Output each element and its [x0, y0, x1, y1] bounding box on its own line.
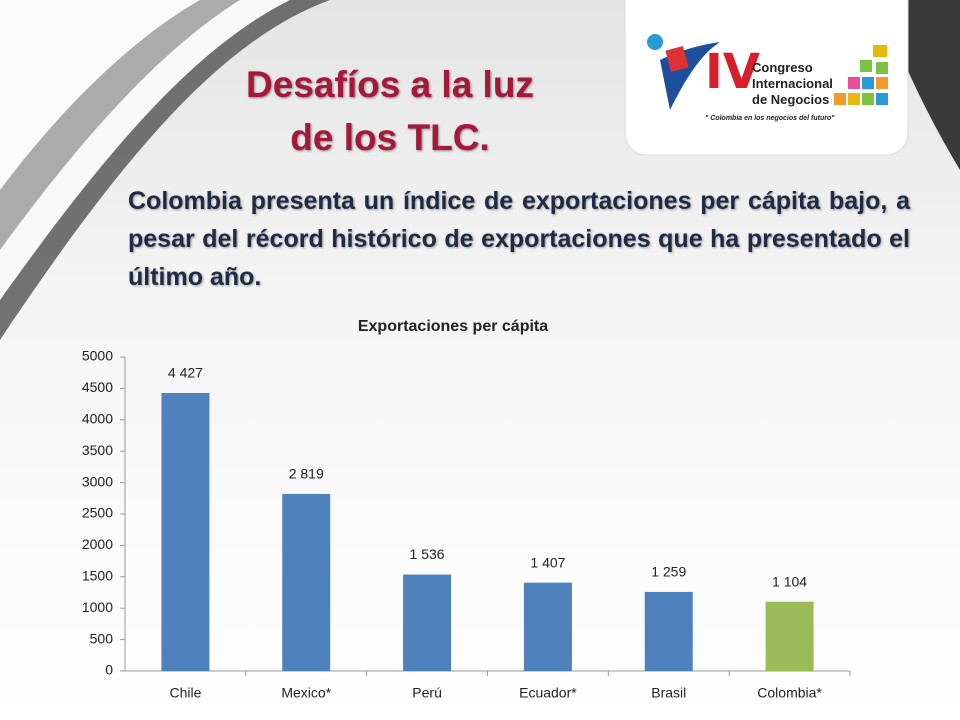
logo-name: Internacional: [752, 76, 833, 91]
value-label: 1 259: [651, 564, 686, 580]
y-tick-label: 500: [90, 630, 114, 646]
y-tick-label: 5000: [82, 348, 113, 364]
y-tick-label: 1500: [82, 568, 113, 584]
value-label: 1 536: [410, 546, 445, 562]
x-tick-label: Brasil: [651, 685, 686, 701]
x-tick-label: Mexico*: [281, 685, 331, 701]
y-tick-label: 4500: [82, 379, 113, 395]
bar: [403, 574, 452, 671]
y-tick-label: 3000: [82, 473, 113, 489]
bar: [644, 591, 693, 671]
value-label: 4 427: [168, 365, 203, 381]
y-tick-label: 4000: [82, 411, 113, 427]
value-label: 1 407: [530, 554, 565, 570]
y-tick-label: 1000: [82, 599, 113, 615]
x-tick-label: Ecuador*: [519, 685, 577, 701]
y-tick-label: 2500: [82, 505, 113, 521]
x-tick-label: Colombia*: [757, 685, 822, 701]
value-label: 1 104: [772, 573, 807, 589]
y-tick-label: 3500: [82, 442, 113, 458]
bar: [282, 493, 331, 671]
x-tick-label: Perú: [412, 685, 442, 701]
y-tick-label: 2000: [82, 536, 113, 552]
logo-slogan: " Colombia en los negocios del futuro": [705, 115, 835, 122]
slide-title: Desafíos a la luz: [246, 64, 534, 105]
logo-numeral: IV: [705, 44, 760, 100]
body-text: Colombia presenta un índice de exportaci…: [128, 187, 910, 291]
value-label: 2 819: [289, 466, 324, 482]
bar: [523, 582, 572, 671]
y-tick-label: 0: [105, 662, 113, 678]
logo-name: Congreso: [752, 60, 813, 75]
chart-title: Exportaciones per cápita: [358, 318, 548, 335]
bar: [161, 392, 210, 671]
bar: [765, 601, 814, 671]
x-tick-label: Chile: [169, 685, 201, 701]
logo-name: de Negocios: [752, 92, 829, 107]
slide-title: de los TLC.: [290, 117, 490, 158]
